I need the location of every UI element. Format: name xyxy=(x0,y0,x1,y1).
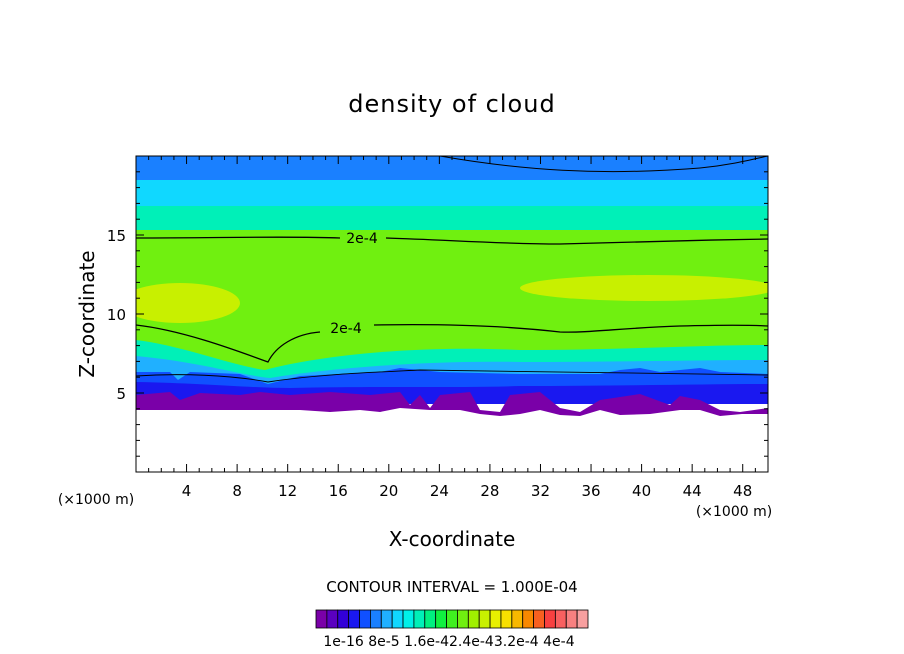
band-base-purple xyxy=(136,392,768,416)
colorbar-swatch xyxy=(435,609,447,629)
x-tick-label: 4 xyxy=(182,482,192,500)
x-axis: 4 8 12 16 20 24 28 32 36 40 44 48 xyxy=(148,156,756,500)
colorbar-swatch xyxy=(457,609,469,629)
contour-labels: 2e-4 2e-4 xyxy=(330,231,378,337)
x-tick-label: 8 xyxy=(232,482,242,500)
colorbar-swatch xyxy=(391,609,404,629)
plot-area xyxy=(136,156,768,416)
colorbar-swatch xyxy=(522,609,534,629)
x-tick-label: 20 xyxy=(379,482,398,500)
x-unit-label: (×1000 m) xyxy=(58,492,134,508)
y-tick-label: 10 xyxy=(107,306,126,324)
x-tick-label: 16 xyxy=(329,482,348,500)
contour-label: 2e-4 xyxy=(346,231,378,247)
colorbar-swatch xyxy=(576,609,589,629)
colorbar-swatch xyxy=(380,609,393,629)
x-tick-label: 32 xyxy=(531,482,550,500)
max-region-right xyxy=(520,275,768,301)
colorbar-swatch xyxy=(337,609,350,629)
x-tick-label: 24 xyxy=(430,482,449,500)
band-mid xyxy=(136,206,768,232)
contour-interval: CONTOUR INTERVAL = 1.000E-04 xyxy=(326,578,577,596)
colorbar-swatch xyxy=(533,609,545,629)
x-tick-label: 28 xyxy=(480,482,499,500)
colorbar-swatch xyxy=(413,609,426,629)
z-unit-label: (×1000 m) xyxy=(696,504,772,520)
x-tick-label: 48 xyxy=(733,482,752,500)
colorbar-swatch xyxy=(554,609,567,629)
colorbar xyxy=(315,609,589,629)
colorbar-swatch xyxy=(369,609,382,629)
y-axis: 5 10 15 xyxy=(107,171,768,457)
contour-top xyxy=(439,156,768,173)
colorbar-swatch xyxy=(424,609,437,629)
colorbar-swatch xyxy=(446,609,458,629)
colorbar-tick-labels: 1e-16 8e-5 1.6e-42.4e-43.2e-4 4e-4 xyxy=(323,634,574,650)
colorbar-swatch xyxy=(359,609,371,629)
y-tick-label: 15 xyxy=(107,227,126,245)
x-tick-label: 36 xyxy=(581,482,600,500)
colorbar-swatch xyxy=(348,609,360,629)
chart-title: density of cloud xyxy=(348,90,555,118)
x-tick-label: 12 xyxy=(278,482,297,500)
contour-label: 2e-4 xyxy=(330,321,362,337)
colorbar-swatch xyxy=(315,609,328,629)
max-region-left xyxy=(136,283,240,323)
contour-base xyxy=(136,369,768,383)
x-tick-label: 40 xyxy=(632,482,651,500)
colorbar-swatch xyxy=(478,609,491,629)
colorbar-swatch xyxy=(402,609,415,629)
colorbar-swatch xyxy=(511,609,524,629)
band-core xyxy=(136,230,768,372)
colorbar-swatch xyxy=(489,609,502,629)
x-axis-label: X-coordinate xyxy=(389,527,516,551)
colorbar-swatch xyxy=(326,609,339,629)
y-tick-label: 5 xyxy=(116,385,126,403)
colorbar-swatch xyxy=(565,609,578,629)
contour-2e-4-upper xyxy=(136,236,768,245)
band-upper xyxy=(136,180,768,210)
colorbar-swatch xyxy=(500,609,513,629)
colorbar-swatch xyxy=(467,609,480,629)
x-tick-label: 44 xyxy=(683,482,702,500)
contour-2e-4-lower xyxy=(136,324,768,363)
y-axis-label: Z-coordinate xyxy=(75,250,99,377)
colorbar-swatch xyxy=(544,609,556,629)
